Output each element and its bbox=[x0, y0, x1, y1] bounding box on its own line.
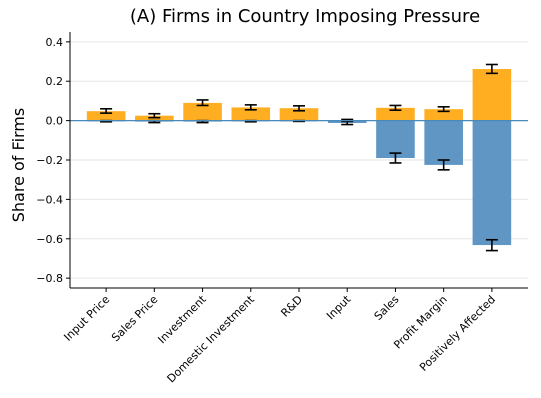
y-tick-label: −0.4 bbox=[36, 193, 63, 206]
bar-positive bbox=[279, 108, 319, 121]
x-tick-label: Investment bbox=[155, 292, 209, 346]
chart-title: (A) Firms in Country Imposing Pressure bbox=[130, 6, 480, 27]
bar-positive bbox=[472, 69, 512, 121]
x-tick-label: R&D bbox=[278, 293, 305, 320]
bar-positive bbox=[376, 107, 415, 121]
bar-positive bbox=[183, 102, 222, 121]
bar-negative bbox=[376, 120, 415, 159]
x-tick-label: Sales bbox=[372, 293, 402, 323]
bar-positive bbox=[231, 107, 271, 121]
bar-negative bbox=[424, 120, 463, 165]
axes bbox=[66, 32, 528, 292]
y-tick-label: −0.8 bbox=[36, 272, 63, 285]
bar-negative bbox=[472, 120, 512, 246]
bars bbox=[86, 69, 512, 246]
x-tick-label: Input bbox=[324, 292, 354, 322]
x-tick-label: Sales Price bbox=[109, 293, 161, 345]
bar-positive bbox=[86, 111, 126, 121]
bar-positive bbox=[424, 109, 463, 121]
x-tick-label: Domestic Investment bbox=[165, 292, 258, 385]
y-tick-label: 0.4 bbox=[46, 36, 64, 49]
y-tick-labels: 0.4 0.2 0.0 −0.2 −0.4 −0.6 −0.8 bbox=[36, 36, 63, 285]
y-tick-label: −0.6 bbox=[36, 233, 63, 246]
y-tick-label: −0.2 bbox=[36, 154, 63, 167]
y-tick-label: 0.0 bbox=[46, 115, 64, 128]
y-axis-label: Share of Firms bbox=[9, 108, 28, 222]
x-tick-label: Input Price bbox=[61, 293, 112, 344]
error-bars bbox=[100, 63, 498, 252]
y-tick-label: 0.2 bbox=[46, 75, 64, 88]
